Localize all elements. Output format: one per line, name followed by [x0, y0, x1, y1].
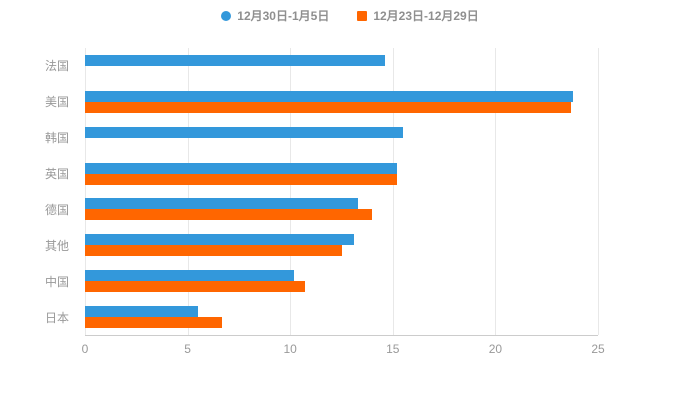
- x-axis-tick-label: 25: [591, 342, 605, 356]
- y-axis-label: 中国: [44, 274, 69, 289]
- bar: [85, 54, 385, 66]
- legend-marker-icon: [357, 10, 368, 21]
- legend-marker-icon: [221, 10, 232, 21]
- chart-legend: 12月30日-1月5日 12月23日-12月29日: [0, 7, 700, 24]
- gridline: [598, 48, 599, 335]
- bar: [85, 101, 572, 113]
- y-axis-label: 法国: [44, 59, 69, 74]
- bar: [85, 198, 358, 210]
- plot-area: [85, 48, 599, 336]
- legend-item-0[interactable]: 12月30日-1月5日: [221, 7, 329, 24]
- gridline: [187, 48, 189, 335]
- bar: [85, 245, 342, 257]
- y-axis-label: 美国: [44, 95, 69, 110]
- bar: [85, 90, 574, 102]
- x-axis-tick-label: 10: [283, 342, 297, 356]
- x-axis-tick-label: 20: [488, 342, 503, 356]
- legend-label: 12月30日-1月5日: [237, 9, 330, 23]
- bar: [85, 306, 198, 318]
- x-axis-tick-label: 0: [81, 342, 89, 356]
- legend-label: 12月23日-12月29日: [373, 9, 479, 23]
- bar: [85, 209, 373, 221]
- bar: [85, 162, 397, 174]
- bar: [85, 234, 354, 246]
- gridline: [392, 48, 394, 335]
- bar: [85, 126, 404, 138]
- y-axis-label: 英国: [44, 167, 69, 182]
- y-axis-label: 韩国: [44, 131, 69, 146]
- bar: [85, 270, 295, 282]
- y-axis-label: 德国: [44, 202, 69, 217]
- bar: [85, 281, 305, 293]
- legend-item-1[interactable]: 12月23日-12月29日: [357, 7, 479, 24]
- y-axis-labels: 法国美国韩国英国德国其他中国日本: [0, 48, 77, 335]
- x-axis-tick-label: 15: [386, 342, 400, 356]
- x-axis-tick-label: 5: [184, 342, 191, 356]
- bar: [85, 173, 397, 185]
- gridline: [290, 48, 292, 335]
- gridline: [85, 48, 86, 335]
- y-axis-label: 日本: [44, 310, 69, 325]
- bar: [85, 317, 223, 329]
- gridline: [495, 48, 497, 335]
- x-axis-tick-labels: 0 5 10 15 20 25: [81, 342, 605, 358]
- y-axis-label: 其他: [44, 238, 69, 253]
